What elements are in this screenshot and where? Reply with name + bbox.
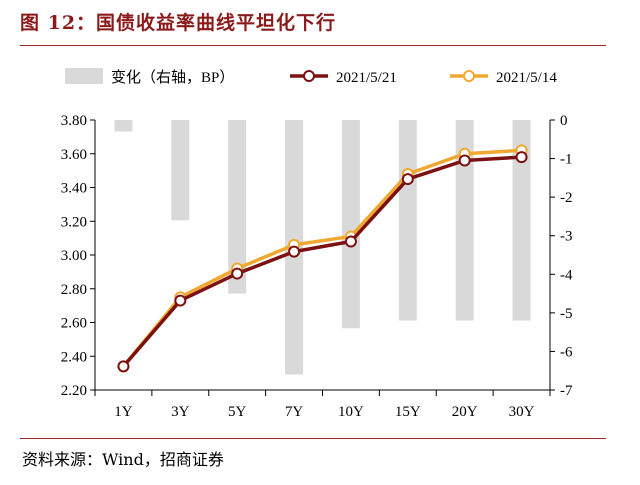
- legend: 变化（右轴，BP） 2021/5/21 2021/5/14: [65, 68, 557, 86]
- right-tick-label: -3: [560, 229, 573, 245]
- right-tick-label: -5: [560, 306, 573, 322]
- bar-20Y: [455, 120, 474, 321]
- bar-30Y: [512, 120, 531, 321]
- point-2021/5/21-1Y: [117, 360, 130, 373]
- legend-swatch-bars: [65, 68, 103, 84]
- right-tick-label: -4: [560, 267, 573, 283]
- left-tick-label: 2.20: [61, 383, 87, 399]
- line-series-group: [117, 144, 528, 373]
- bar-series-change: [114, 120, 531, 375]
- left-tick-label: 3.00: [61, 248, 87, 264]
- right-tick-label: -1: [560, 152, 573, 168]
- line-2021/5/14: [122, 148, 522, 368]
- point-2021/5/21-15Y: [401, 173, 414, 186]
- left-tick-label: 3.40: [61, 181, 87, 197]
- x-tick-label: 7Y: [285, 404, 304, 420]
- left-tick-label: 2.60: [61, 316, 87, 332]
- x-tick-label: 5Y: [228, 404, 247, 420]
- point-2021/5/21-20Y: [458, 154, 471, 167]
- right-tick-label: -7: [560, 383, 573, 399]
- left-tick-label: 3.60: [61, 147, 87, 163]
- legend-label-bars: 变化（右轴，BP）: [111, 69, 234, 86]
- point-2021/5/21-10Y: [344, 235, 357, 248]
- left-tick-label: 2.80: [61, 282, 87, 298]
- line-2021/5/21: [122, 155, 522, 368]
- right-tick-label: -2: [560, 190, 573, 206]
- source-rule: [20, 438, 606, 439]
- bar-3Y: [171, 120, 190, 221]
- legend-label-2021/5/14: 2021/5/14: [496, 70, 557, 86]
- left-tick-label: 2.40: [61, 349, 87, 365]
- bar-15Y: [398, 120, 417, 321]
- axes: 2.20 2.40 2.60 2.80 3.00 3.20 3.40 3.60 3.80 0 -1 -…: [61, 113, 573, 420]
- x-tick-label: 20Y: [452, 404, 478, 420]
- right-tick-label: -6: [560, 344, 573, 360]
- x-tick-label: 10Y: [338, 404, 364, 420]
- bar-5Y: [228, 120, 247, 294]
- title-rule: [20, 45, 606, 46]
- legend-swatch-marker: [463, 70, 475, 82]
- x-tick-label: 3Y: [171, 404, 190, 420]
- left-tick-label: 3.20: [61, 214, 87, 230]
- left-tick-label: 3.80: [61, 113, 87, 129]
- legend-label-2021/5/21: 2021/5/21: [336, 70, 397, 86]
- point-2021/5/21-7Y: [288, 245, 301, 258]
- x-tick-label: 1Y: [114, 404, 133, 420]
- figure-title: 图 12：国债收益率曲线平坦化下行: [20, 12, 337, 34]
- bar-10Y: [341, 120, 360, 329]
- point-2021/5/21-30Y: [515, 151, 528, 164]
- point-2021/5/21-5Y: [231, 267, 244, 280]
- point-2021/5/21-3Y: [174, 294, 187, 307]
- source-note: 资料来源：Wind，招商证券: [22, 450, 224, 469]
- legend-swatch-marker: [303, 70, 315, 82]
- x-tick-label: 15Y: [395, 404, 421, 420]
- bar-1Y: [114, 120, 133, 132]
- right-tick-label: 0: [560, 113, 568, 129]
- x-tick-label: 30Y: [509, 404, 535, 420]
